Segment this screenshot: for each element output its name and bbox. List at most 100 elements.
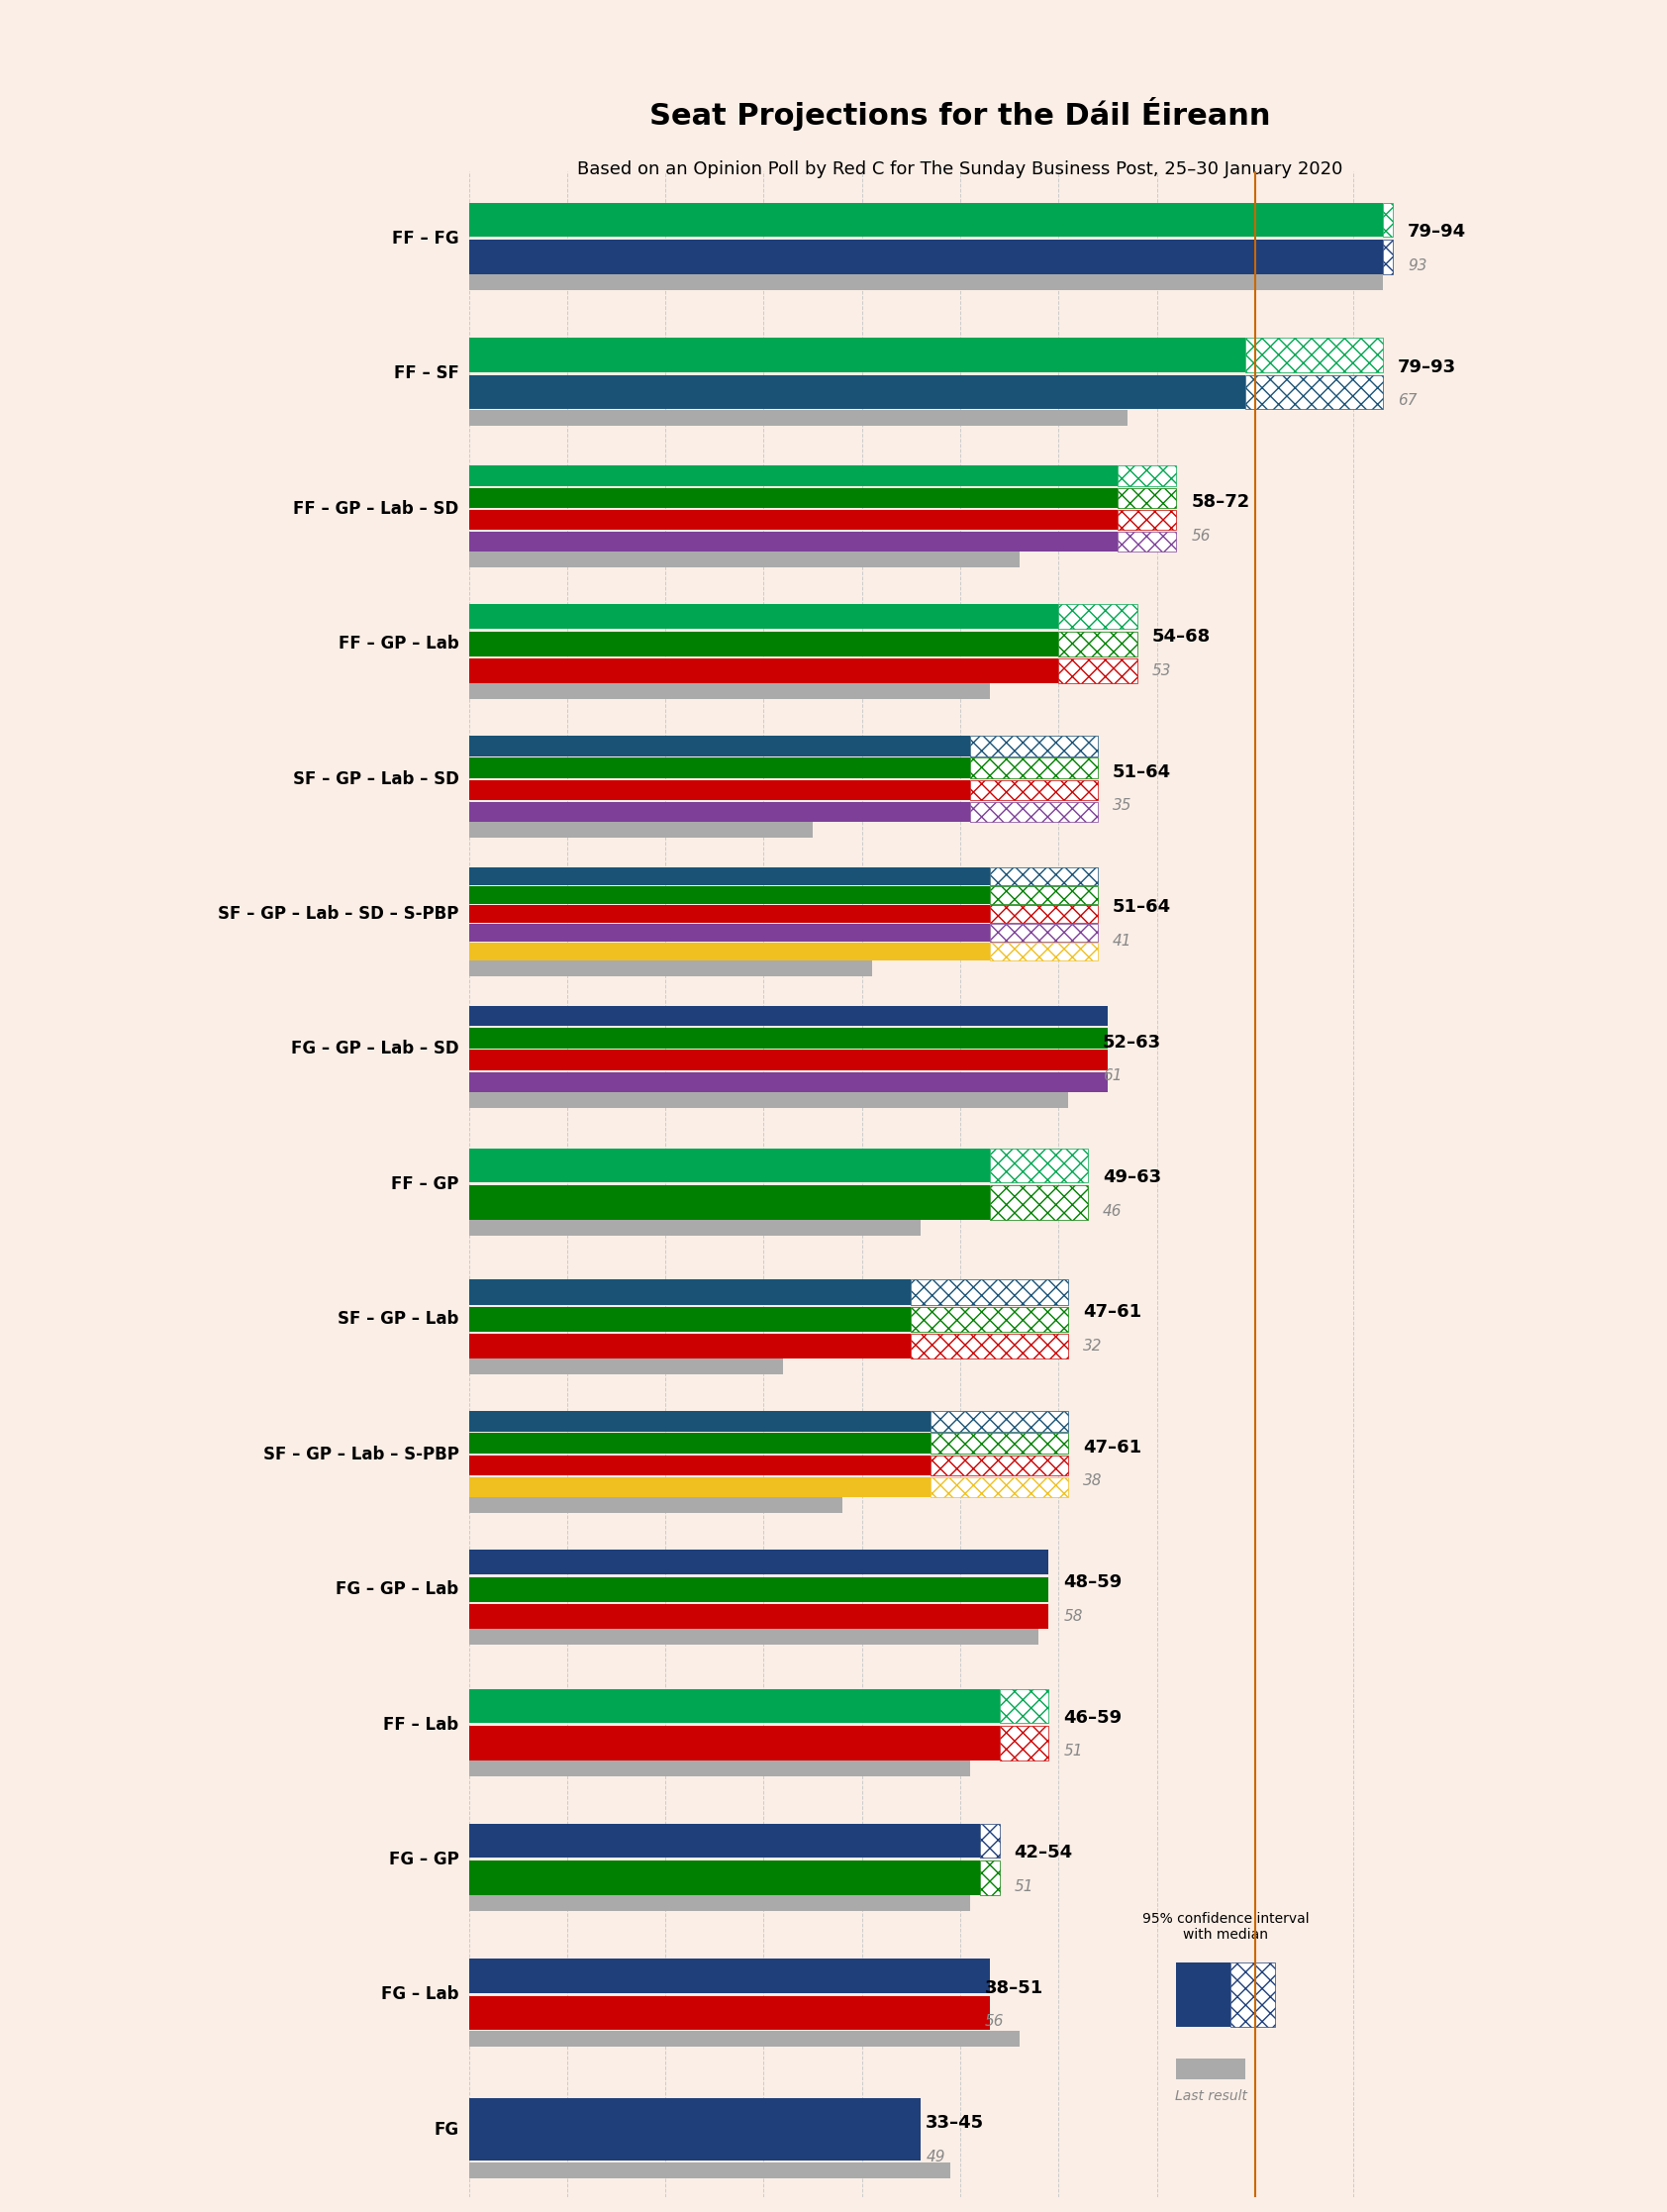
Text: 33–45: 33–45 xyxy=(925,2115,984,2132)
Bar xyxy=(468,1604,1049,1628)
Text: 47–61: 47–61 xyxy=(1084,1303,1142,1321)
Text: 95% confidence interval
with median: 95% confidence interval with median xyxy=(1142,1911,1309,1942)
Bar xyxy=(468,531,1117,551)
Bar xyxy=(468,2031,1019,2046)
Bar xyxy=(1000,1688,1049,1723)
Bar xyxy=(468,1761,970,1776)
Bar xyxy=(468,684,990,699)
Text: 67: 67 xyxy=(1397,394,1417,407)
Bar xyxy=(990,1148,1089,1183)
Bar xyxy=(990,867,1099,885)
Bar xyxy=(912,1307,1069,1332)
Text: FG – GP – Lab – SD: FG – GP – Lab – SD xyxy=(292,1040,458,1057)
Text: 51: 51 xyxy=(1014,1878,1034,1893)
Text: 46: 46 xyxy=(1104,1203,1122,1219)
Text: 35: 35 xyxy=(1112,799,1132,814)
Text: FG – GP – Lab: FG – GP – Lab xyxy=(337,1579,458,1599)
Bar xyxy=(468,960,872,975)
Bar xyxy=(468,1334,912,1358)
Bar xyxy=(468,1006,1107,1026)
Text: 93: 93 xyxy=(1407,259,1427,272)
Bar xyxy=(468,1577,1049,1601)
Bar xyxy=(468,409,1127,425)
Bar xyxy=(468,1628,1039,1646)
Bar xyxy=(468,737,970,757)
Text: 79–93: 79–93 xyxy=(1397,358,1457,376)
Text: SF – GP – Lab: SF – GP – Lab xyxy=(338,1310,458,1327)
Text: FF – FG: FF – FG xyxy=(392,230,458,248)
Text: 52–63: 52–63 xyxy=(1104,1033,1162,1051)
Bar xyxy=(468,1051,1107,1071)
Bar xyxy=(1177,2059,1245,2079)
Text: FG – GP: FG – GP xyxy=(388,1851,458,1869)
Bar xyxy=(990,905,1099,922)
Bar xyxy=(468,2161,950,2179)
Text: 58: 58 xyxy=(1064,1608,1084,1624)
Text: 54–68: 54–68 xyxy=(1152,628,1210,646)
Text: 46–59: 46–59 xyxy=(1064,1708,1122,1728)
Text: 32: 32 xyxy=(1084,1338,1102,1354)
Bar xyxy=(990,1186,1089,1219)
Bar xyxy=(1177,1962,1230,2026)
Text: FF – GP – Lab – SD: FF – GP – Lab – SD xyxy=(293,500,458,518)
Bar xyxy=(468,204,1384,237)
Bar xyxy=(468,1455,930,1475)
Bar xyxy=(980,1825,1000,1858)
Text: SF – GP – Lab – S-PBP: SF – GP – Lab – S-PBP xyxy=(263,1444,458,1462)
Bar xyxy=(970,759,1099,779)
Bar xyxy=(1384,241,1392,274)
Bar xyxy=(468,376,1245,409)
Text: 47–61: 47–61 xyxy=(1084,1438,1142,1455)
Bar xyxy=(970,781,1099,801)
Text: 49–63: 49–63 xyxy=(1104,1168,1162,1186)
Bar xyxy=(912,1334,1069,1358)
Bar xyxy=(468,759,970,779)
Bar xyxy=(1117,467,1177,487)
Bar xyxy=(468,338,1245,372)
Bar xyxy=(1059,630,1137,657)
Text: FG – Lab: FG – Lab xyxy=(382,1986,458,2004)
Bar xyxy=(990,925,1099,942)
Bar xyxy=(468,1896,970,1911)
Bar xyxy=(930,1478,1069,1498)
Bar xyxy=(468,1960,990,1993)
Bar xyxy=(468,1688,1000,1723)
Bar xyxy=(468,1029,1107,1048)
Bar xyxy=(1117,509,1177,531)
Bar xyxy=(930,1433,1069,1453)
Bar xyxy=(468,659,1059,684)
Text: FF – GP: FF – GP xyxy=(392,1175,458,1192)
Bar xyxy=(1059,659,1137,684)
Text: SF – GP – Lab – SD: SF – GP – Lab – SD xyxy=(293,770,458,787)
Bar xyxy=(468,487,1117,509)
Bar xyxy=(468,905,990,922)
Bar xyxy=(468,551,1019,568)
Bar xyxy=(1117,487,1177,509)
Text: 53: 53 xyxy=(1152,664,1172,679)
Bar xyxy=(468,887,990,905)
Bar xyxy=(468,1358,783,1374)
Bar xyxy=(468,781,970,801)
Bar xyxy=(468,1478,930,1498)
Bar xyxy=(468,1411,930,1431)
Bar xyxy=(468,1219,920,1237)
Text: FF – Lab: FF – Lab xyxy=(383,1717,458,1734)
Bar xyxy=(980,1860,1000,1896)
Bar xyxy=(468,867,990,885)
Bar xyxy=(468,241,1384,274)
Bar xyxy=(990,942,1099,960)
Text: 51: 51 xyxy=(1064,1743,1084,1759)
Text: 49: 49 xyxy=(925,2150,945,2163)
Bar xyxy=(1000,1725,1049,1761)
Bar xyxy=(1230,1962,1275,2026)
Bar xyxy=(468,1860,980,1896)
Text: 38: 38 xyxy=(1084,1473,1102,1489)
Bar xyxy=(468,801,970,823)
Bar xyxy=(468,1307,912,1332)
Bar xyxy=(468,821,813,838)
Text: Seat Projections for the Dáil Éireann: Seat Projections for the Dáil Éireann xyxy=(650,97,1270,131)
Text: 38–51: 38–51 xyxy=(985,1980,1044,1997)
Bar xyxy=(468,467,1117,487)
Bar xyxy=(468,1091,1069,1108)
Bar xyxy=(468,925,990,942)
